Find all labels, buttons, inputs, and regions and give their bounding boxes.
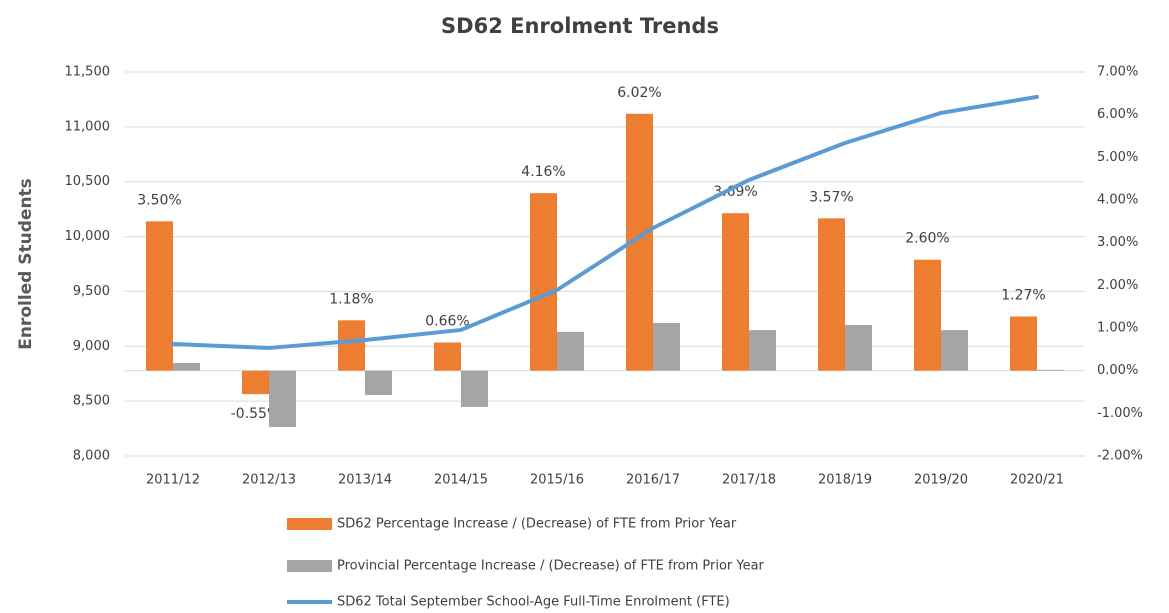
data-label: 3.69% [713,184,757,200]
y2-tick-label: 6.00% [1097,107,1138,122]
bar [914,259,941,371]
data-label: -0.55% [231,406,281,422]
y-tick-label: 11,500 [65,65,111,80]
y2-tick-label: 0.00% [1097,363,1138,378]
bar [1037,369,1064,371]
x-tick-label: 2020/21 [1010,473,1064,488]
y2-tick-label: -1.00% [1097,406,1143,421]
legend-marker [287,518,332,530]
data-label: 1.27% [1001,287,1045,303]
y-tick-label: 10,000 [65,229,111,244]
y2-tick-label: 3.00% [1097,235,1138,250]
y2-tick-label: 7.00% [1097,65,1138,80]
data-label: 1.18% [329,291,373,307]
y2-tick-label: -2.00% [1097,449,1143,464]
legend-label: Provincial Percentage Increase / (Decrea… [337,559,765,574]
x-tick-label: 2015/16 [530,473,584,488]
y-tick-label: 9,500 [73,284,110,299]
bar [845,325,872,371]
x-tick-label: 2014/15 [434,473,488,488]
x-tick-label: 2017/18 [722,473,776,488]
bar [557,331,584,371]
y2-tick-label: 2.00% [1097,278,1138,293]
bar [722,213,749,371]
y-tick-label: 11,000 [65,119,111,134]
bar [461,370,488,407]
y-tick-label: 10,500 [65,174,111,189]
y-tick-label: 8,000 [73,449,110,464]
x-tick-label: 2019/20 [914,473,968,488]
data-label: 0.66% [425,314,469,330]
x-tick-label: 2016/17 [626,473,680,488]
data-label: 6.02% [617,85,661,101]
y-tick-label: 9,000 [73,339,110,354]
data-label: 2.60% [905,231,949,247]
y-axis-label: Enrolled Students [16,178,36,350]
bar [1010,316,1037,371]
y-tick-label: 8,500 [73,394,110,409]
bar [941,330,968,371]
y2-tick-label: 5.00% [1097,150,1138,165]
bar [173,362,200,371]
bar [146,221,173,371]
data-label: 3.57% [809,189,853,205]
bar [242,370,269,395]
y2-tick-label: 4.00% [1097,193,1138,208]
data-label: 4.16% [521,164,565,180]
chart-title: SD62 Enrolment Trends [441,14,719,38]
x-tick-label: 2013/14 [338,473,392,488]
x-tick-label: 2011/12 [146,473,200,488]
line [171,94,1039,350]
data-label: 3.50% [137,192,181,208]
bar [269,370,296,427]
bar [653,322,680,371]
legend-label: SD62 Percentage Increase / (Decrease) of… [337,517,737,532]
legend-marker [287,560,332,572]
bar [530,193,557,371]
bar [338,320,365,371]
y2-tick-label: 1.00% [1097,321,1138,336]
bar [749,330,776,371]
legend-label: SD62 Total September School-Age Full-Tim… [337,595,730,610]
x-tick-label: 2012/13 [242,473,296,488]
bar [818,218,845,371]
bar [365,370,392,395]
bar [434,342,461,371]
x-tick-label: 2018/19 [818,473,872,488]
